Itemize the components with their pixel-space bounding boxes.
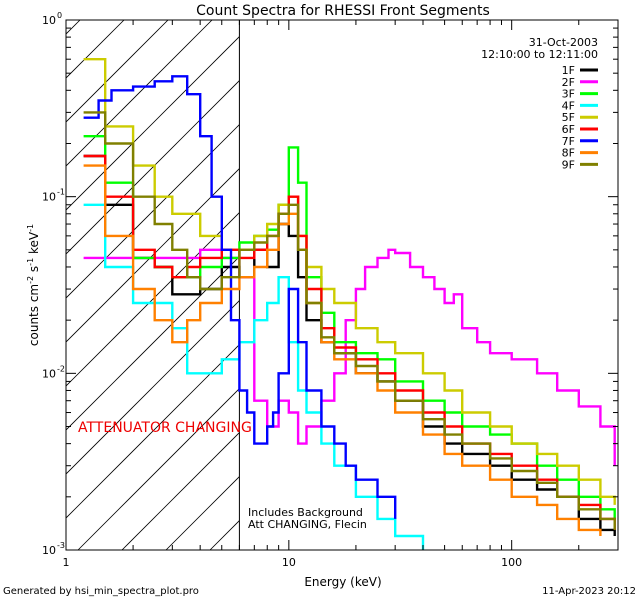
x-axis-label: Energy (keV) bbox=[304, 575, 381, 589]
note-background: Includes Background bbox=[248, 506, 363, 519]
series-line-2f bbox=[83, 248, 616, 466]
y-tick-label: 10 bbox=[42, 191, 56, 204]
hatch-line bbox=[66, 80, 240, 255]
hatch-line bbox=[66, 20, 125, 79]
legend-label-4f: 4F bbox=[562, 99, 575, 112]
series-lines bbox=[83, 58, 616, 550]
legend-label-3f: 3F bbox=[562, 88, 575, 101]
hatch-line bbox=[66, 124, 240, 299]
y-tick-label: 10 bbox=[42, 14, 56, 27]
note-attenuator: Att CHANGING, Flecin bbox=[248, 518, 367, 531]
hatch-line bbox=[66, 300, 240, 475]
series-line-7f bbox=[83, 75, 397, 519]
hatch-line bbox=[121, 432, 240, 550]
date-label: 31-Oct-2003 bbox=[529, 36, 598, 49]
legend-label-2f: 2F bbox=[562, 76, 575, 89]
legend-label-5f: 5F bbox=[562, 111, 575, 124]
y-axis-label-main: counts cm bbox=[27, 284, 41, 346]
series-line-5f bbox=[83, 58, 616, 505]
y-tick-label: 10 bbox=[42, 544, 56, 557]
y-tick-exponent: 0 bbox=[57, 11, 62, 20]
y-axis-label: counts cm-2 s-1 keV-1 bbox=[26, 224, 41, 346]
hatch-line bbox=[66, 256, 240, 431]
x-tick-label: 10 bbox=[282, 556, 296, 569]
footer-generated-by: Generated by hsi_min_spectra_plot.pro bbox=[3, 586, 199, 597]
y-tick-exponent: -1 bbox=[57, 188, 65, 197]
series-line-3f bbox=[83, 135, 616, 519]
y-tick-exponent: -2 bbox=[57, 364, 65, 373]
hatch-line bbox=[66, 344, 240, 519]
series-line-1f bbox=[83, 154, 616, 536]
legend-label-9f: 9F bbox=[562, 158, 575, 171]
legend-label-1f: 1F bbox=[562, 64, 575, 77]
x-tick-label: 1 bbox=[63, 556, 70, 569]
hatch-line bbox=[66, 212, 240, 387]
attenuator-hatch-region bbox=[66, 20, 240, 550]
axis-ticks bbox=[65, 19, 619, 551]
chart-title: Count Spectra for RHESSI Front Segments bbox=[196, 3, 490, 19]
time-range-label: 12:10:00 to 12:11:00 bbox=[481, 48, 598, 61]
attenuator-changing-label: ATTENUATOR CHANGING bbox=[78, 420, 252, 436]
hatch-line bbox=[66, 168, 240, 343]
x-tick-label: 100 bbox=[501, 556, 522, 569]
hatch-line bbox=[66, 20, 213, 167]
y-tick-label: 10 bbox=[42, 367, 56, 380]
y-tick-exponent: -3 bbox=[57, 541, 65, 550]
hatch-line bbox=[66, 36, 240, 211]
hatch-line bbox=[66, 20, 81, 35]
legend-label-7f: 7F bbox=[562, 135, 575, 148]
hatch-line bbox=[209, 520, 240, 550]
plot-frame bbox=[65, 19, 619, 551]
hatch-line bbox=[77, 388, 240, 550]
series-line-9f bbox=[83, 111, 616, 530]
series-line-4f bbox=[83, 203, 425, 550]
legend-label-6f: 6F bbox=[562, 123, 575, 136]
legend-label-8f: 8F bbox=[562, 147, 575, 160]
footer-timestamp: 11-Apr-2023 20:12 bbox=[542, 586, 636, 597]
